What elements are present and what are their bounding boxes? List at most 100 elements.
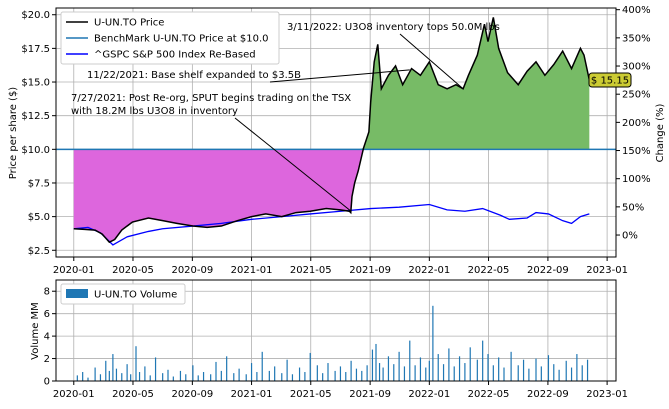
- volume-x-tick-label: 2022-05: [468, 389, 510, 400]
- annotation-arrow: [269, 69, 410, 83]
- volume-bar: [250, 363, 253, 381]
- change-y-tick-label: 350%: [622, 33, 651, 44]
- price-y-tick-label: $10.0: [21, 145, 50, 156]
- volume-bar: [482, 340, 484, 381]
- price-y-tick-label: $20.0: [21, 10, 50, 21]
- change-y-tick-label: 150%: [622, 146, 651, 157]
- volume-bar: [202, 372, 205, 381]
- volume-bar: [350, 360, 352, 381]
- volume-bar: [464, 363, 466, 381]
- legend-entry-volume: U-UN.TO Volume: [94, 290, 177, 301]
- volume-bar: [149, 375, 151, 381]
- volume-bar: [503, 367, 505, 381]
- volume-bar: [339, 366, 342, 381]
- legend-swatch-volume: [66, 289, 88, 298]
- last-price-badge: $ 15.15: [588, 72, 632, 88]
- volume-bar: [361, 370, 363, 381]
- volume-bar: [185, 374, 187, 381]
- volume-bar: [382, 367, 384, 381]
- change-y-tick-label: 300%: [622, 62, 651, 73]
- volume-bar: [162, 373, 164, 381]
- volume-plot-frame: [55, 279, 617, 382]
- volume-bar: [425, 367, 427, 381]
- volume-bar: [393, 364, 395, 381]
- price-x-tick-label: 2022-09: [527, 265, 569, 276]
- volume-bar: [94, 367, 96, 381]
- volume-bar: [138, 372, 141, 381]
- legend-entry-price: U-UN.TO Price: [94, 18, 164, 29]
- volume-legend-box: [60, 283, 186, 305]
- volume-bar: [371, 349, 374, 381]
- volume-bar: [375, 343, 377, 381]
- last-price-badge-box: [588, 72, 632, 88]
- volume-bar: [442, 364, 445, 381]
- volume-x-tick-label: 2021-01: [231, 389, 273, 400]
- price-plot-frame: [55, 7, 617, 258]
- volume-x-tick-label: 2021-09: [349, 389, 391, 400]
- volume-bar: [327, 363, 329, 381]
- legend-entry-benchmark: BenchMark U-UN.TO Price at $10.0: [94, 34, 269, 45]
- price-x-tick-label: 2021-01: [231, 265, 273, 276]
- volume-bar: [498, 357, 500, 381]
- volume-y-tick-label: 0: [44, 377, 50, 388]
- volume-bar: [345, 372, 347, 381]
- volume-bar: [316, 365, 318, 381]
- price-x-tick-label: 2023-01: [586, 265, 628, 276]
- volume-y-tick-label: 2: [44, 354, 50, 365]
- price-legend-box: [60, 11, 280, 65]
- volume-bar: [517, 365, 519, 381]
- price-y-ticks: $2.5 $5.0 $7.5 $10.0 $12.5 $15.0 $17.5 $20.0: [21, 10, 56, 257]
- volume-bar: [144, 366, 146, 381]
- legend-entry-sp500: ^GSPC S&P 500 Index Re-Based: [94, 50, 256, 61]
- volume-x-tick-label: 2020-05: [112, 389, 154, 400]
- last-price-label: $ 15.15: [591, 76, 629, 87]
- volume-y-tick-label: 4: [44, 332, 50, 343]
- annotation-base-shelf: 11/22/2021: Base shelf expanded to $3.5B: [87, 70, 301, 81]
- volume-bar: [528, 368, 530, 381]
- volume-x-tick-label: 2023-01: [586, 389, 628, 400]
- volume-bar: [304, 372, 306, 381]
- change-y-tick-label: 250%: [622, 90, 651, 101]
- price-y-axis-label: Price per share ($): [8, 87, 19, 180]
- volume-bar: [172, 376, 174, 381]
- volume-bar: [298, 367, 301, 381]
- volume-bar: [378, 363, 381, 381]
- price-y-tick-label: $2.5: [28, 246, 50, 257]
- volume-bar: [256, 372, 258, 381]
- volume-bar: [355, 368, 358, 381]
- price-panel: $2.5 $5.0 $7.5 $10.0 $12.5 $15.0 $17.5 $20.0 0%…: [8, 5, 666, 276]
- volume-bar: [130, 374, 132, 381]
- volume-bar: [108, 370, 110, 381]
- volume-bar: [366, 365, 368, 381]
- volume-bar: [210, 374, 212, 381]
- volume-bar: [437, 354, 439, 381]
- price-lines: [56, 17, 616, 246]
- volume-bars: [76, 305, 589, 381]
- gain-area-fill: [73, 17, 590, 150]
- annotation-inventory-50m: 3/11/2022: U3O8 inventory tops 50.0M lbs: [287, 22, 500, 33]
- volume-bar: [274, 366, 276, 381]
- volume-bar: [565, 360, 567, 381]
- volume-bar: [226, 356, 228, 381]
- volume-y-tick-label: 8: [44, 287, 50, 298]
- change-y-tick-label: 50%: [622, 202, 644, 213]
- volume-x-tick-label: 2022-01: [408, 389, 450, 400]
- price-y-tick-label: $5.0: [28, 212, 50, 223]
- volume-bar: [414, 365, 416, 381]
- price-y-tick-label: $12.5: [21, 111, 50, 122]
- volume-bar: [115, 368, 118, 381]
- volume-bar: [281, 373, 283, 381]
- volume-x-tick-label: 2021-05: [290, 389, 332, 400]
- price-annotations: [234, 33, 464, 212]
- volume-bar: [522, 359, 525, 381]
- volume-y-axis-label: Volume MM: [30, 302, 41, 360]
- volume-bar: [492, 365, 494, 381]
- annotation-sput-inventory: with 18.2M lbs U3O8 in inventory: [71, 106, 238, 117]
- volume-bar: [334, 370, 336, 381]
- price-y-tick-label: $15.0: [21, 78, 50, 89]
- volume-bar: [553, 364, 555, 381]
- volume-legend: U-UN.TO Volume: [60, 283, 186, 305]
- sp500-line: [73, 203, 590, 246]
- volume-bar: [432, 305, 434, 381]
